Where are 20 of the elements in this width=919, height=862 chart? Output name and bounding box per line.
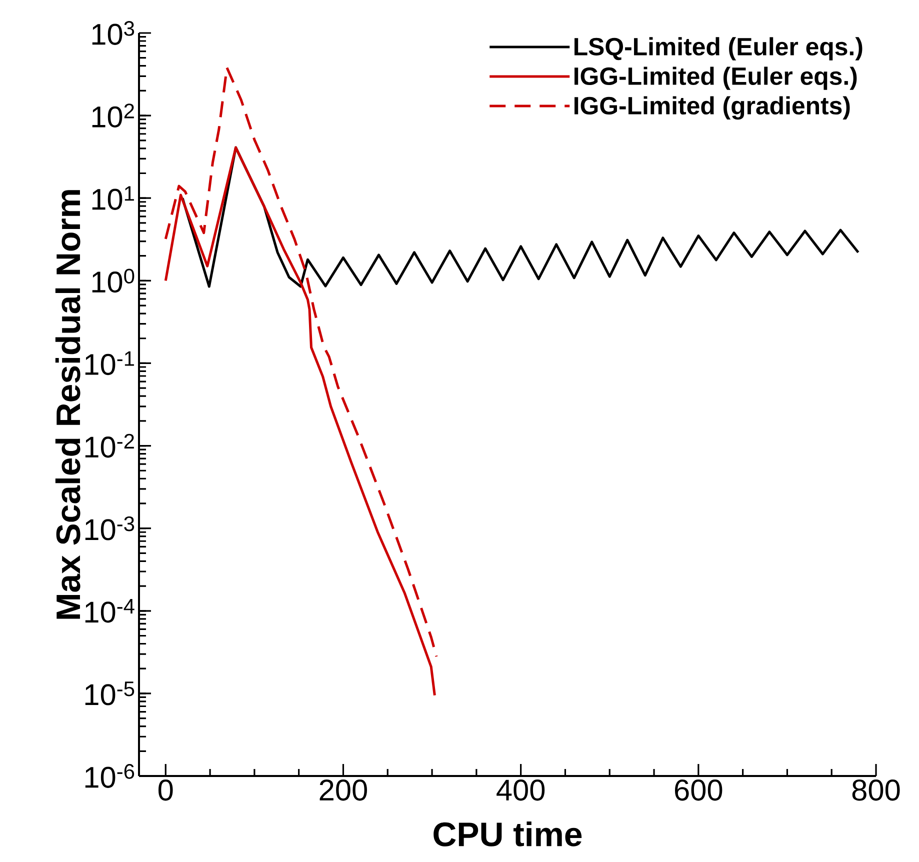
x-axis-title: CPU time — [434, 822, 582, 846]
y-tick-label: 10$^{3}$ — [92, 21, 134, 45]
y-axis-title: Max Scaled Residual Norm — [55, 190, 80, 619]
y-tick-label: 10$^{-3}$ — [85, 516, 134, 540]
y-tick-label: 10$^{0}$ — [92, 268, 134, 293]
x-tick-label: 200 — [320, 780, 367, 801]
x-tick-label: 400 — [496, 780, 545, 801]
y-tick-label: 10$^{-2}$ — [85, 434, 134, 458]
y-tick-label: 10$^{-4}$ — [85, 599, 134, 623]
legend-label: IGG-Limited (Euler eqs.) — [574, 66, 857, 90]
y-tick-label: 10$^{1}$ — [92, 186, 134, 210]
x-tick-label: 0 — [158, 780, 173, 801]
y-tick-label: 10$^{-1}$ — [85, 351, 134, 376]
y-tick-label: 10$^{-6}$ — [85, 764, 134, 788]
x-tick-label: 800 — [852, 780, 900, 801]
legend-label: LSQ-Limited (Euler eqs.) — [574, 37, 862, 60]
y-tick-label: 10$^{2}$ — [92, 104, 134, 128]
x-tick-label: 600 — [675, 780, 722, 801]
y-tick-label: 10$^{-5}$ — [85, 682, 134, 706]
legend-label: IGG-Limited (gradients) — [574, 96, 850, 120]
